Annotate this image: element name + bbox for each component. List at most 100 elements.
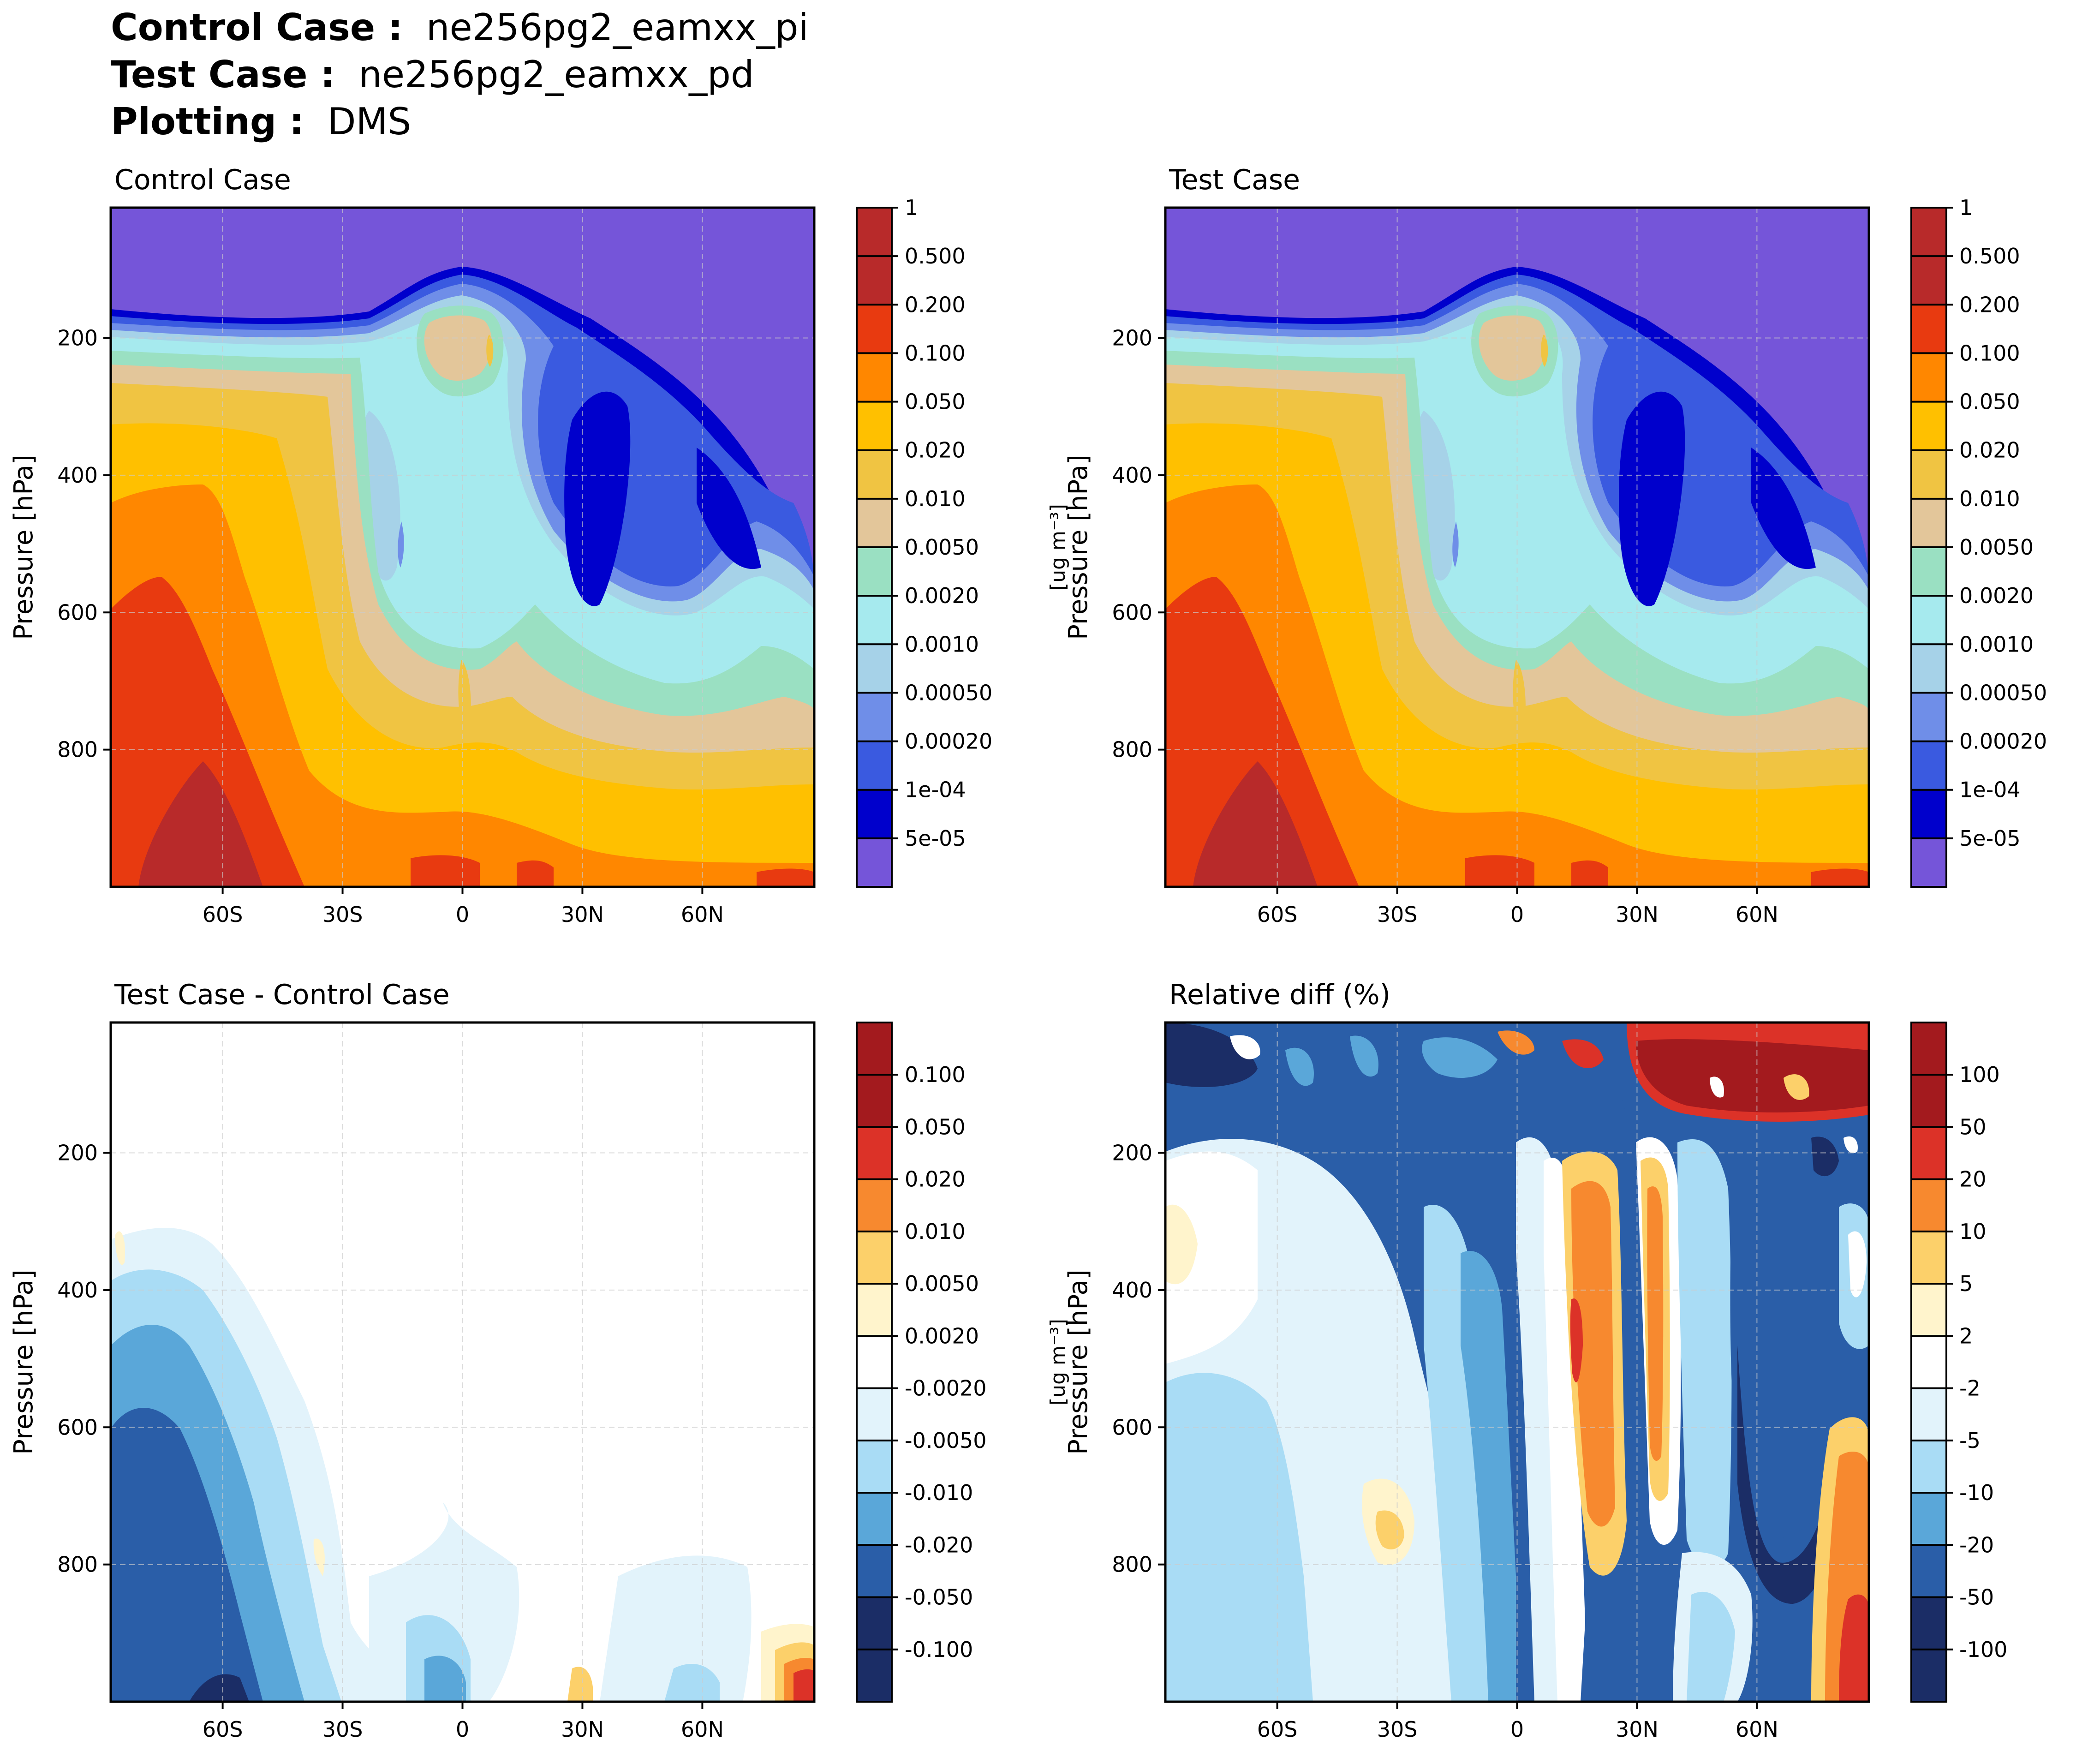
header-control-label: Control Case : (111, 6, 403, 49)
colorbar-band (857, 1388, 892, 1441)
colorbar-band (1911, 789, 1946, 839)
colorbar-band (1911, 450, 1946, 499)
y-tick-label: 400 (1112, 1278, 1152, 1303)
colorbar-tick-label: 0.500 (1959, 244, 2020, 269)
colorbar-band (857, 353, 892, 402)
colorbar-band (857, 644, 892, 694)
x-tick-label: 60N (681, 902, 724, 927)
colorbar-band (1911, 1388, 1946, 1441)
colorbar-tick-label: 0.100 (1959, 341, 2020, 365)
colorbar-band (857, 1440, 892, 1494)
header-test-line: Test Case : ne256pg2_eamxx_pd (111, 52, 754, 98)
colorbar-tick-label: 0.100 (905, 341, 966, 365)
colorbar-band (857, 1127, 892, 1180)
colorbar-tick-label: 0.00020 (905, 729, 992, 754)
colorbar-tick-label: -2 (1959, 1376, 1981, 1401)
x-tick-label: 0 (1510, 1717, 1524, 1742)
colorbar-tick-label: -20 (1959, 1532, 1994, 1557)
y-axis-label: Pressure [hPa] (1063, 454, 1093, 640)
colorbar-tick-label: 0.0020 (905, 1323, 979, 1348)
colorbar-tick-label: 0.0050 (905, 1271, 979, 1296)
colorbar-band (1911, 305, 1946, 354)
y-tick-label: 400 (1112, 463, 1152, 488)
colorbar-tick-label: 5e-05 (1959, 826, 2021, 851)
chart-panel-4: Relative diff (%) 60S 30S 0 30N 60N 200 400 600 8… (1063, 979, 2007, 1742)
colorbar-band (857, 547, 892, 597)
colorbar-tick-label: -10 (1959, 1480, 1994, 1505)
header-plotting-line: Plotting : DMS (111, 99, 411, 145)
x-tick-label: 60S (203, 902, 243, 927)
colorbar-band (1911, 401, 1946, 451)
x-tick-label: 0 (456, 1717, 469, 1742)
y-tick-label: 800 (57, 737, 98, 762)
colorbar-tick-label: 0.050 (905, 389, 966, 414)
colorbar-tick-label: -0.100 (905, 1637, 973, 1662)
colorbar-band (1911, 1284, 1946, 1337)
x-tick-label: 30S (322, 902, 363, 927)
colorbar-tick-label: 0.100 (905, 1062, 966, 1087)
colorbar-frame (856, 207, 893, 888)
colorbar-band (1911, 1127, 1946, 1180)
x-tick-label: 30N (1616, 902, 1659, 927)
y-tick-label: 200 (1112, 326, 1152, 351)
x-tick-label: 60N (1736, 1717, 1778, 1742)
colorbar-tick-label: 5 (1959, 1271, 1973, 1296)
colorbar-band (1911, 838, 1946, 887)
colorbar-tick-label: 0.050 (905, 1114, 966, 1139)
colorbar-tick-label: 50 (1959, 1114, 1987, 1139)
colorbar-band (857, 256, 892, 305)
colorbar-tick-label: 0.010 (905, 486, 966, 511)
colorbar-band (857, 1649, 892, 1702)
colorbar-band (857, 838, 892, 887)
x-tick-label: 60S (1257, 902, 1298, 927)
colorbar-band (1911, 208, 1946, 257)
colorbar-tick-label: 0.0050 (905, 535, 979, 560)
colorbar-band (857, 1231, 892, 1285)
colorbar-tick-label: 0.0010 (1959, 632, 2034, 657)
colorbar-tick-label: 20 (1959, 1167, 1987, 1192)
colorbar-band (857, 1336, 892, 1389)
colorbar-tick-label: 10 (1959, 1219, 1987, 1244)
y-tick-label: 400 (57, 463, 98, 488)
y-tick-label: 600 (1112, 600, 1152, 625)
x-tick-label: 30N (1616, 1717, 1659, 1742)
colorbar-tick-label: 0.00020 (1959, 729, 2047, 754)
x-tick-label: 30S (322, 1717, 363, 1742)
chart-title: Test Case - Control Case (114, 979, 450, 1011)
y-tick-label: 800 (1112, 1552, 1152, 1577)
y-tick-label: 800 (1112, 737, 1152, 762)
colorbar-tick-label: -0.050 (905, 1585, 973, 1610)
colorbar-tick-label: 0.00050 (1959, 680, 2047, 705)
colorbar-tick-label: -5 (1959, 1428, 1981, 1453)
colorbar-band (857, 596, 892, 645)
y-axis-label: Pressure [hPa] (9, 1269, 39, 1455)
colorbar-tick-label: -0.020 (905, 1532, 973, 1557)
x-tick-label: 30S (1377, 1717, 1418, 1742)
y-tick-label: 600 (1112, 1415, 1152, 1440)
y-tick-label: 200 (1112, 1141, 1152, 1166)
colorbar: 5e-05 1e-04 0.00020 0.00050 0.0010 0.0020 0.00… (1910, 195, 2047, 888)
colorbar-tick-label: 1e-04 (1959, 777, 2021, 802)
colorbar-tick-label: 0.0020 (1959, 583, 2034, 608)
colorbar-tick-label: -0.010 (905, 1480, 973, 1505)
header-plotting-value: DMS (327, 100, 412, 143)
x-tick-label: 30N (561, 1717, 604, 1742)
colorbar-tick-label: 0.500 (905, 244, 966, 269)
chart-title: Test Case (1169, 164, 1300, 196)
colorbar: -0.100 -0.050 -0.020 -0.010 -0.0050 -0.0020 0.… (856, 1022, 1070, 1703)
colorbar-tick-label: 0.010 (905, 1219, 966, 1244)
colorbar-band (857, 693, 892, 742)
colorbar-band (857, 1493, 892, 1546)
x-tick-label: 60N (1736, 902, 1778, 927)
colorbar-tick-label: -100 (1959, 1637, 2007, 1662)
x-tick-label: 0 (456, 902, 469, 927)
colorbar-band (857, 1597, 892, 1650)
colorbar-band (857, 208, 892, 257)
header-test-label: Test Case : (111, 53, 335, 96)
x-tick-label: 60S (1257, 1717, 1298, 1742)
colorbar-frame (1910, 207, 1947, 888)
colorbar-band (1911, 1231, 1946, 1285)
colorbar-tick-label: 0.200 (905, 292, 966, 317)
colorbar-band (1911, 353, 1946, 402)
